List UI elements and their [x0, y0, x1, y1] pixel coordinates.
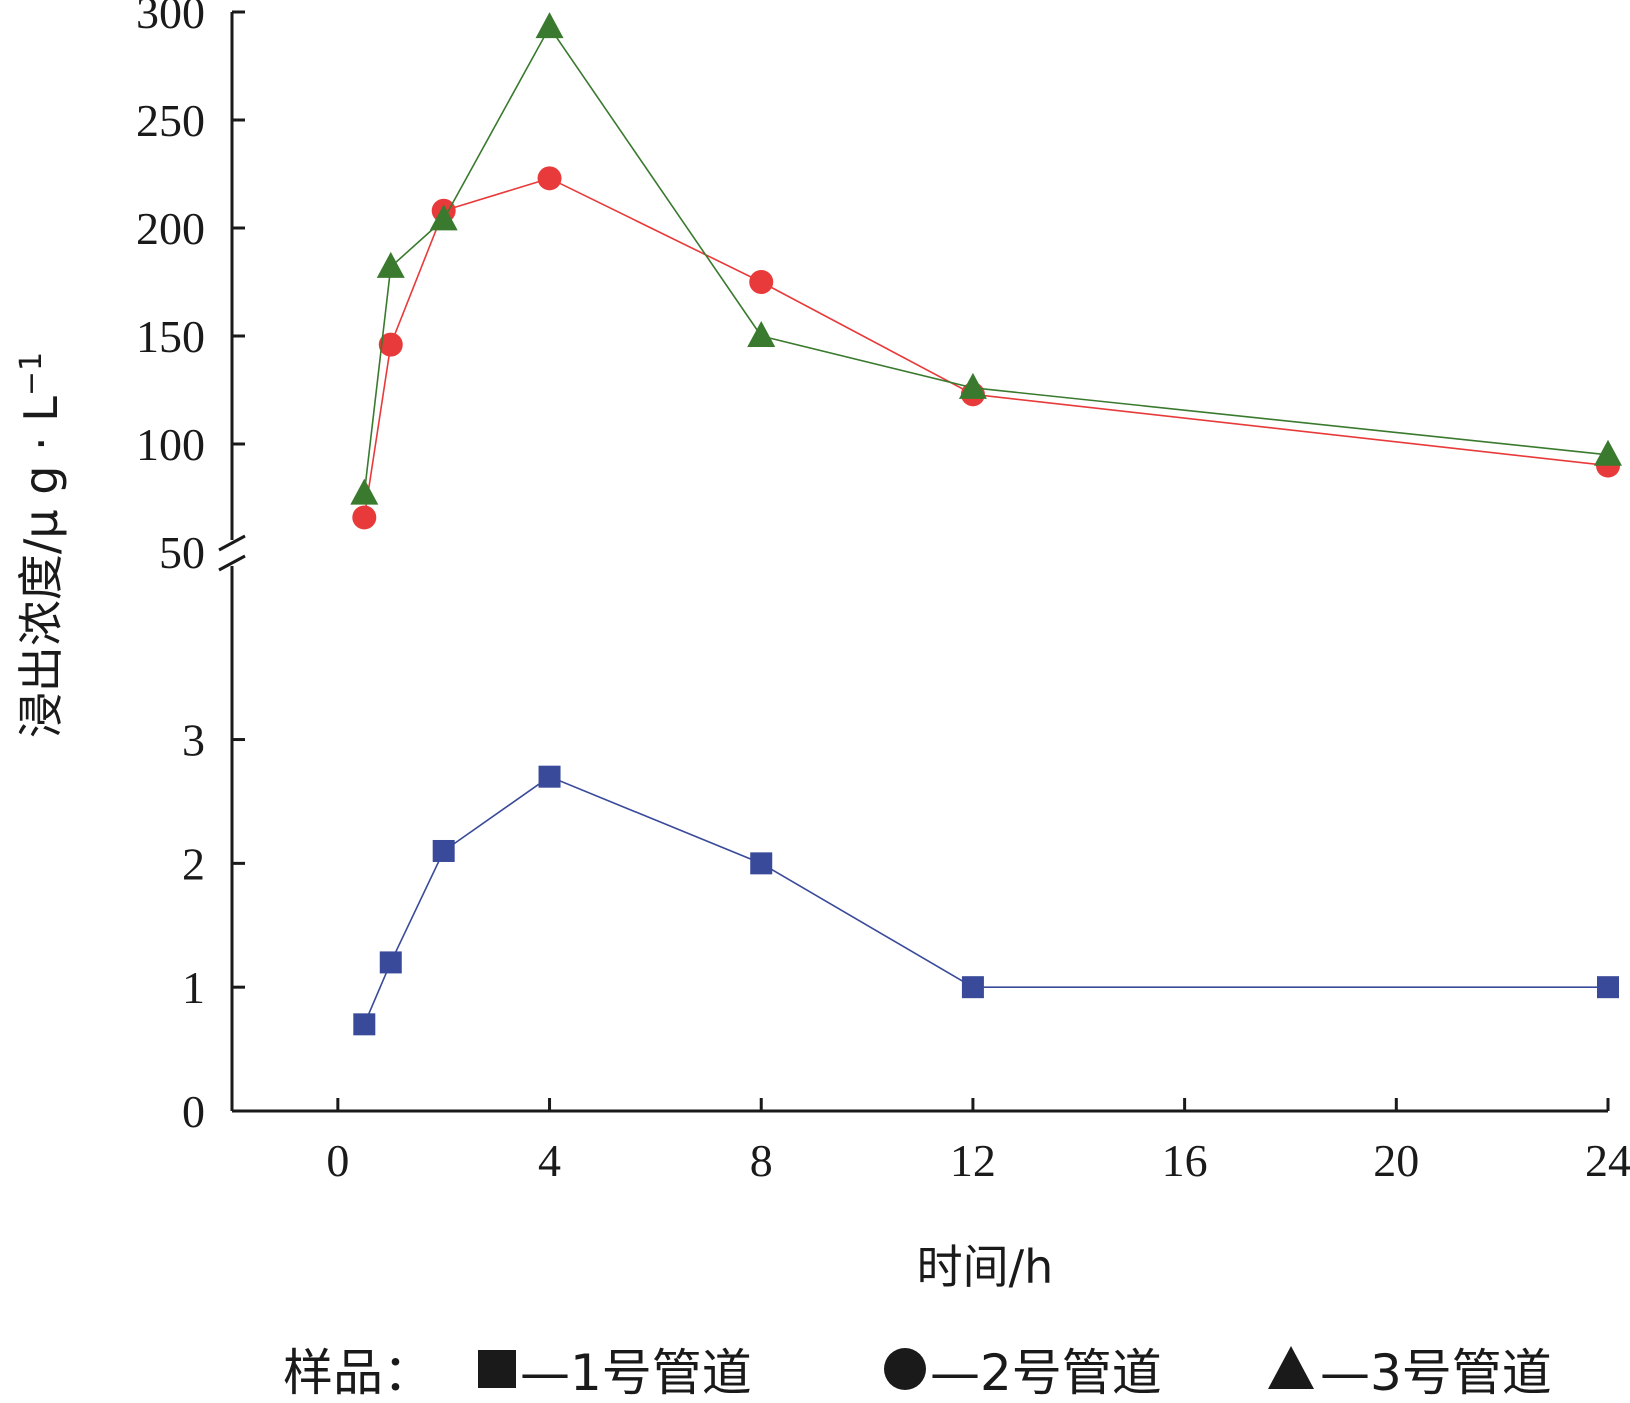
- data-point: [353, 1013, 376, 1036]
- data-point: [352, 505, 377, 530]
- axes: [218, 12, 1608, 1113]
- series-layer: [350, 12, 1622, 1036]
- x-tick-label: 4: [538, 1135, 561, 1186]
- legend-marker-square: [478, 1350, 516, 1388]
- legend-marker-triangle: [1268, 1346, 1314, 1389]
- data-point: [378, 332, 403, 357]
- y-tick-label: 300: [136, 0, 205, 38]
- data-point: [750, 852, 773, 875]
- series-2: [352, 166, 1620, 530]
- data-point: [961, 976, 984, 999]
- legend-item-3: —3号管道: [1320, 1344, 1552, 1402]
- legend: 样品： —1号管道 —2号管道 —3号管道: [283, 1344, 1552, 1402]
- data-point: [537, 166, 562, 191]
- data-point: [749, 270, 774, 294]
- series-1: [353, 765, 1619, 1036]
- x-axis-label: 时间/h: [917, 1240, 1054, 1294]
- series-line: [363, 775, 1608, 1025]
- y-tick-label: 100: [136, 419, 205, 470]
- x-tick-label: 8: [750, 1135, 773, 1186]
- y-axis-label-main: 浸出浓度/μ g · L: [14, 396, 68, 738]
- axis-break-mark: [218, 534, 246, 552]
- x-tick-label: 12: [950, 1135, 996, 1186]
- series-3: [350, 12, 1622, 505]
- x-tick-label: 0: [326, 1135, 349, 1186]
- y-axis-label: 浸出浓度/μ g · L−1: [14, 352, 68, 738]
- data-point: [379, 951, 402, 974]
- y-tick-label: 150: [136, 311, 205, 362]
- data-point: [535, 12, 564, 39]
- series-line: [363, 25, 1609, 494]
- y-tick-label: 0: [182, 1086, 205, 1137]
- y-tick-label: 50: [159, 527, 205, 578]
- legend-item-2: —2号管道: [930, 1344, 1162, 1402]
- y-tick-label: 2: [182, 838, 205, 889]
- x-tick-label: 16: [1162, 1135, 1208, 1186]
- legend-item-1: —1号管道: [520, 1344, 752, 1402]
- y-tick-label: 3: [182, 715, 205, 766]
- series-line: [363, 177, 1609, 518]
- legend-prefix: 样品：: [283, 1344, 433, 1402]
- axis-break-mark: [218, 554, 246, 572]
- data-point: [958, 372, 987, 399]
- y-tick-label: 200: [136, 203, 205, 254]
- y-tick-label: 1: [182, 962, 205, 1013]
- data-point: [1597, 976, 1619, 999]
- data-point: [538, 765, 561, 788]
- data-point: [376, 251, 405, 278]
- data-point: [1594, 439, 1622, 466]
- data-point: [350, 478, 379, 505]
- y-axis-label-sup: −1: [14, 352, 49, 396]
- x-tick-label: 24: [1585, 1135, 1630, 1186]
- data-point: [747, 321, 776, 347]
- data-point: [429, 204, 458, 231]
- legend-marker-circle: [884, 1348, 926, 1390]
- y-tick-label: 250: [136, 95, 205, 146]
- data-point: [432, 839, 455, 862]
- x-tick-label: 20: [1373, 1135, 1419, 1186]
